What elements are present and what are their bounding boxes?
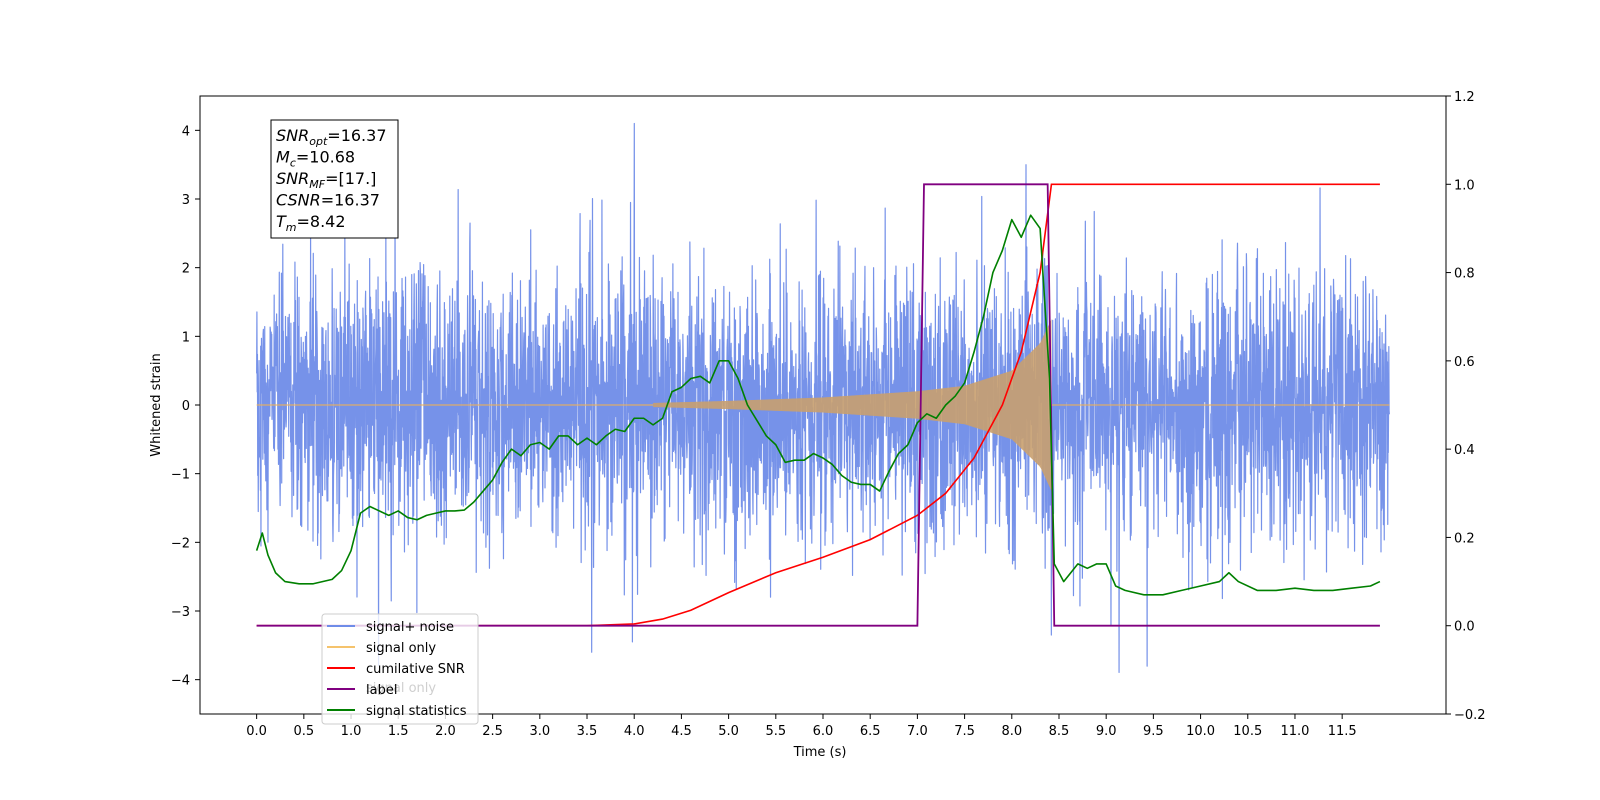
x-tick-label: 2.5: [482, 724, 503, 739]
x-tick-label: 1.0: [341, 724, 362, 739]
legend-label: signal+ noise: [366, 620, 454, 635]
left-y-tick-label: −3: [171, 605, 190, 620]
left-y-tick-label: 4: [182, 124, 190, 139]
annotation-line: Tm=8.42: [276, 212, 346, 234]
x-tick-label: 11.0: [1280, 724, 1309, 739]
x-tick-label: 0.5: [293, 724, 314, 739]
right-y-tick-label: 0.2: [1454, 531, 1475, 546]
legend-label: signal only: [366, 641, 436, 656]
right-y-tick-label: 0.0: [1454, 620, 1475, 635]
right-y-tick-label: 0.8: [1454, 267, 1475, 282]
left-y-axis-ticks: −4 −3 −2 −1 0 1 2 3 4: [171, 124, 200, 689]
x-tick-label: 7.0: [907, 724, 928, 739]
signal-statistics-series: [255, 214, 1381, 596]
legend: signal only signal+ noise signal only cumi…: [321, 613, 479, 725]
x-axis-label: Time (s): [793, 745, 847, 760]
right-y-tick-label: 0.4: [1454, 443, 1475, 458]
annotation-line: SNRopt=16.37: [276, 126, 387, 148]
signal-noise-series: [256, 122, 1390, 673]
cumulative-snr-line: [256, 183, 1380, 627]
y-axis-label: Whitened strain: [149, 353, 164, 456]
x-tick-label: 0.0: [246, 724, 267, 739]
left-y-tick-label: 3: [182, 193, 190, 208]
right-y-tick-label: 0.6: [1454, 355, 1475, 370]
left-y-tick-label: −1: [171, 468, 190, 483]
x-tick-label: 10.5: [1233, 724, 1262, 739]
x-tick-label: 5.5: [765, 724, 786, 739]
right-y-tick-label: −0.2: [1454, 708, 1486, 723]
signal-only-chirp: [653, 319, 1052, 491]
annotation-line: SNRMF=[17.]: [276, 169, 376, 191]
cumulative-snr-series: [256, 183, 1380, 627]
signal-only-series: [256, 319, 1390, 491]
x-tick-label: 9.0: [1096, 724, 1117, 739]
signal-noise-line: [256, 122, 1390, 673]
left-y-tick-label: −2: [171, 536, 190, 551]
x-tick-label: 6.5: [860, 724, 881, 739]
x-tick-label: 4.5: [671, 724, 692, 739]
annotation-frame: [270, 119, 399, 239]
x-tick-label: 3.0: [529, 724, 550, 739]
label-series: [256, 183, 1380, 627]
legend-label: signal statistics: [366, 704, 467, 719]
left-y-tick-label: 1: [182, 330, 190, 345]
legend-label: label: [366, 683, 397, 698]
right-y-axis-ticks: −0.2 0.0 0.2 0.4 0.6 0.8 1.0 1.2: [1446, 90, 1486, 723]
x-tick-label: 8.5: [1049, 724, 1070, 739]
signal-statistics-line: [255, 214, 1381, 596]
legend-frame: [321, 613, 479, 725]
x-tick-label: 5.0: [718, 724, 739, 739]
x-tick-label: 7.5: [954, 724, 975, 739]
left-y-tick-label: 0: [182, 399, 190, 414]
label-line: [256, 183, 1380, 627]
annotation-line: CSNR=16.37: [276, 191, 380, 210]
x-tick-label: 1.5: [388, 724, 409, 739]
left-y-tick-label: −4: [171, 674, 190, 689]
x-tick-label: 3.5: [577, 724, 598, 739]
right-y-tick-label: 1.0: [1454, 178, 1475, 193]
x-tick-label: 4.0: [624, 724, 645, 739]
x-tick-label: 10.0: [1186, 724, 1215, 739]
x-tick-label: 6.0: [813, 724, 834, 739]
x-tick-label: 11.5: [1328, 724, 1357, 739]
metrics-annotation-box: SNRopt=16.37Mc=10.68SNRMF=[17.]CSNR=16.3…: [270, 119, 399, 239]
legend-label: cumilative SNR: [366, 662, 465, 677]
x-tick-label: 9.5: [1143, 724, 1164, 739]
annotation-line: Mc=10.68: [276, 148, 355, 170]
plot-area: [255, 122, 1390, 673]
right-y-tick-label: 1.2: [1454, 90, 1475, 105]
left-y-tick-label: 2: [182, 262, 190, 277]
x-tick-label: 2.0: [435, 724, 456, 739]
x-tick-label: 8.0: [1001, 724, 1022, 739]
legend-ghost-text: signal only: [366, 681, 436, 696]
x-axis-ticks: 0.0 0.5 1.0 1.5 2.0 2.5 3.0 3.5 4.0 4.5 5.0 5.5 6.0 6…: [246, 714, 1357, 739]
